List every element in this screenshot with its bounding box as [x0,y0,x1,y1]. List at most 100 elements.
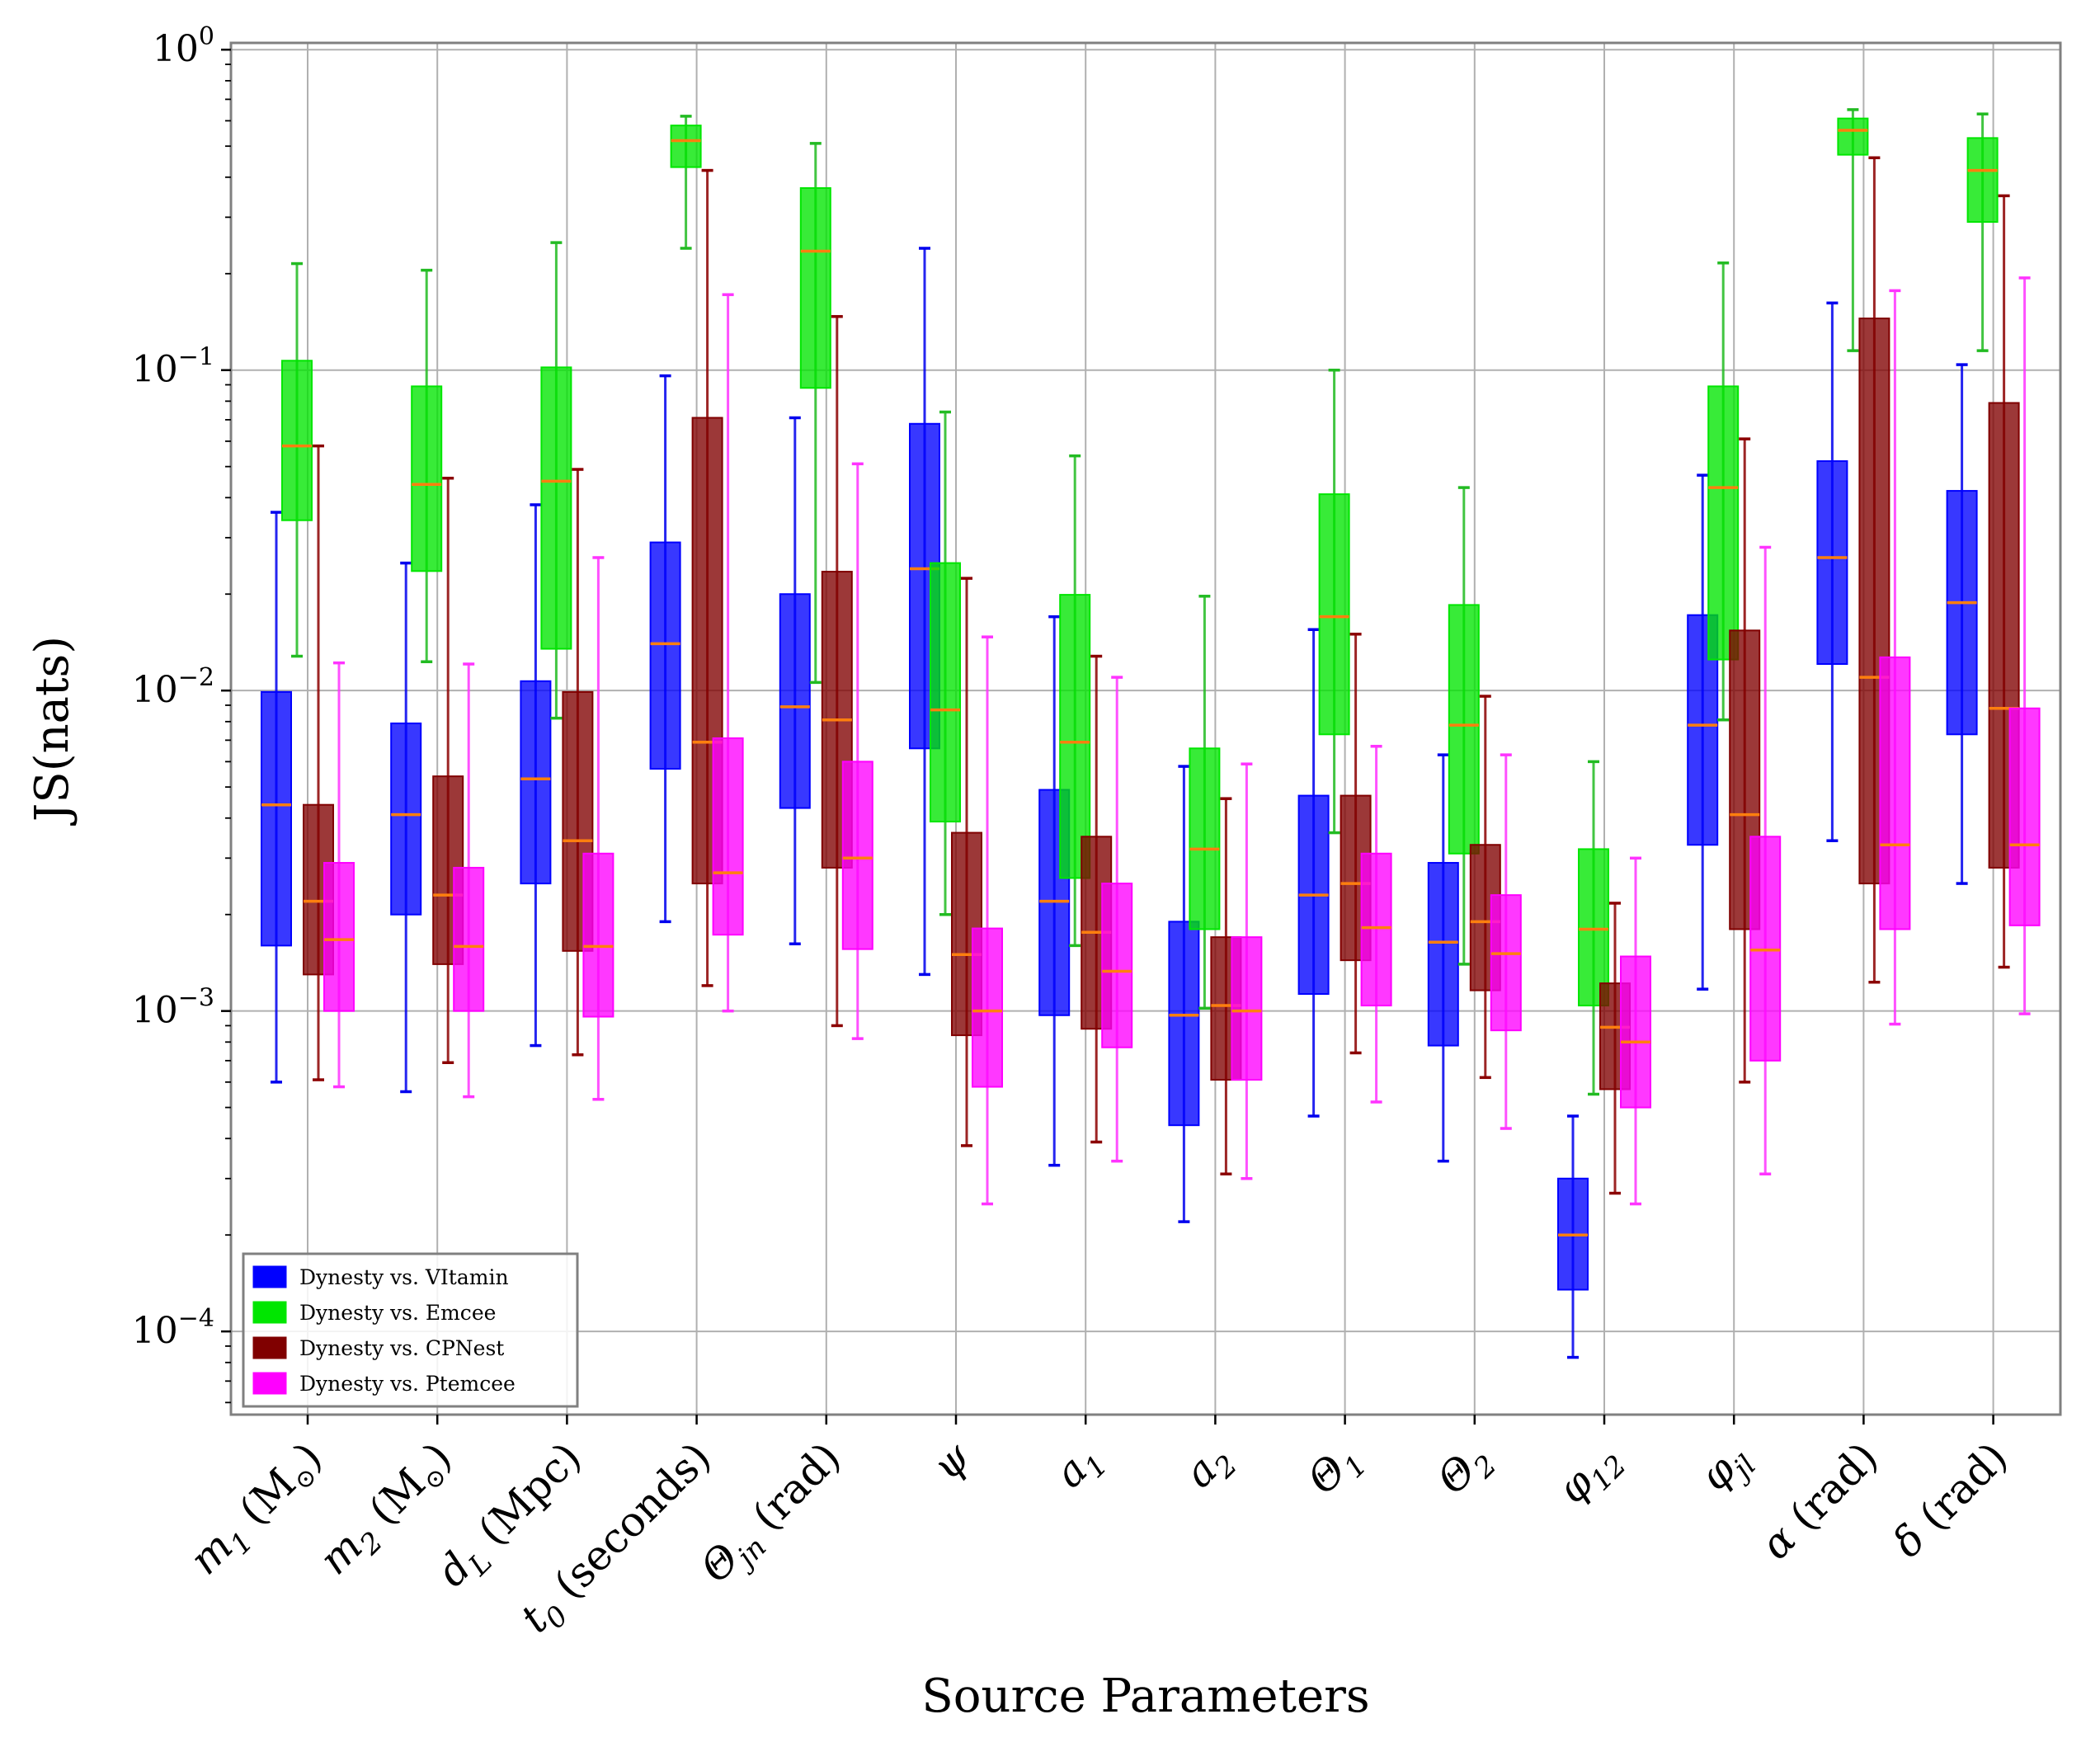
box-3-7 [1231,762,1263,1180]
series-dynesty-vs-ptemcee [323,276,2041,1206]
box-3-13 [2008,276,2041,1015]
box-iqr [1837,117,1869,156]
box-iqr [390,722,422,916]
box-iqr [1707,385,1740,661]
box-iqr [779,593,811,809]
y-tick-label: 10−1 [132,343,214,391]
legend: Dynesty vs. VItamin Dynesty vs. Emcee Dyne… [242,1252,579,1408]
box-iqr [1578,848,1609,1007]
legend-swatch [252,1336,287,1359]
box-1-4 [799,142,831,685]
box-1-7 [1189,595,1221,1010]
box-3-0 [323,661,355,1089]
box-1-5 [930,410,961,916]
legend-frame [242,1252,579,1408]
box-iqr [1189,747,1221,930]
box-series [261,108,2041,1359]
x-tick-label: a2 [1175,1433,1244,1502]
box-0-0 [261,511,292,1084]
box-0-3 [649,374,681,924]
box-1-13 [1966,112,1999,352]
box-1-11 [1707,261,1740,722]
x-axis-label: Source Parameters [921,1670,1369,1723]
box-1-12 [1837,108,1869,352]
box-3-2 [582,556,614,1101]
box-iqr [799,186,831,389]
box-iqr [1490,894,1522,1032]
box-iqr [453,866,485,1012]
box-iqr [930,562,961,823]
box-iqr [972,927,1003,1088]
box-3-5 [972,635,1003,1206]
legend-label: Dynesty vs. CPNest [299,1336,504,1360]
box-3-12 [1879,289,1911,1026]
box-0-7 [1168,765,1200,1223]
box-iqr [261,690,292,947]
y-tick-label: 10−3 [132,984,214,1032]
y-tick-label: 10−4 [132,1304,214,1352]
box-3-6 [1101,676,1133,1163]
box-iqr [411,385,443,572]
box-iqr [1427,862,1459,1047]
legend-label: Dynesty vs. Emcee [299,1301,496,1325]
legend-swatch [252,1372,287,1395]
legend-label: Dynesty vs. VItamin [299,1265,509,1289]
legend-entry: Dynesty vs. CPNest [252,1336,504,1360]
box-3-1 [453,662,485,1099]
box-iqr [1620,955,1651,1109]
box-iqr [1879,656,1911,930]
box-iqr [582,852,614,1018]
box-0-4 [779,416,811,946]
box-iqr [1448,604,1480,855]
box-1-10 [1578,760,1609,1096]
box-0-8 [1297,628,1330,1118]
y-tick-label: 100 [153,22,214,70]
box-iqr [1059,594,1091,879]
y-tick-label: 10−2 [132,663,214,711]
box-1-3 [670,115,702,250]
box-iqr [712,737,744,936]
box-3-11 [1749,545,1782,1176]
box-iqr [540,366,572,650]
box-iqr [323,862,355,1012]
box-0-13 [1946,363,1978,885]
legend-swatch [252,1301,287,1324]
box-iqr [670,125,702,168]
box-3-4 [841,462,873,1040]
box-iqr [1101,883,1133,1048]
y-axis-label: JS(nats) [26,636,79,826]
box-0-10 [1557,1114,1589,1359]
box-0-2 [520,503,552,1048]
box-3-3 [712,293,744,1013]
legend-label: Dynesty vs. Ptemcee [299,1372,516,1396]
box-0-9 [1427,753,1459,1163]
box-3-8 [1360,745,1392,1104]
legend-entry: Dynesty vs. Emcee [252,1301,496,1325]
y-axis: 100 10−1 10−2 10−3 10−4 [132,22,231,1404]
box-iqr [1360,852,1392,1007]
box-0-1 [390,561,422,1094]
box-iqr [1816,460,1848,666]
box-iqr [1231,936,1263,1081]
box-1-6 [1059,454,1091,948]
box-1-1 [411,268,443,664]
box-3-9 [1490,753,1522,1130]
series-dynesty-vs-emcee [281,108,1999,1096]
box-iqr [281,360,313,521]
box-iqr [1966,137,1999,224]
box-iqr [649,541,681,770]
box-1-8 [1318,368,1350,835]
box-iqr [841,761,873,950]
box-3-10 [1620,856,1651,1206]
legend-entry: Dynesty vs. Ptemcee [252,1372,516,1396]
box-1-9 [1448,486,1480,966]
box-iqr [1318,493,1350,736]
box-1-2 [540,241,572,720]
legend-entry: Dynesty vs. VItamin [252,1265,509,1289]
box-iqr [520,680,552,885]
plot-frame [229,41,2062,1416]
box-0-12 [1816,301,1848,842]
box-iqr [1946,490,1978,736]
